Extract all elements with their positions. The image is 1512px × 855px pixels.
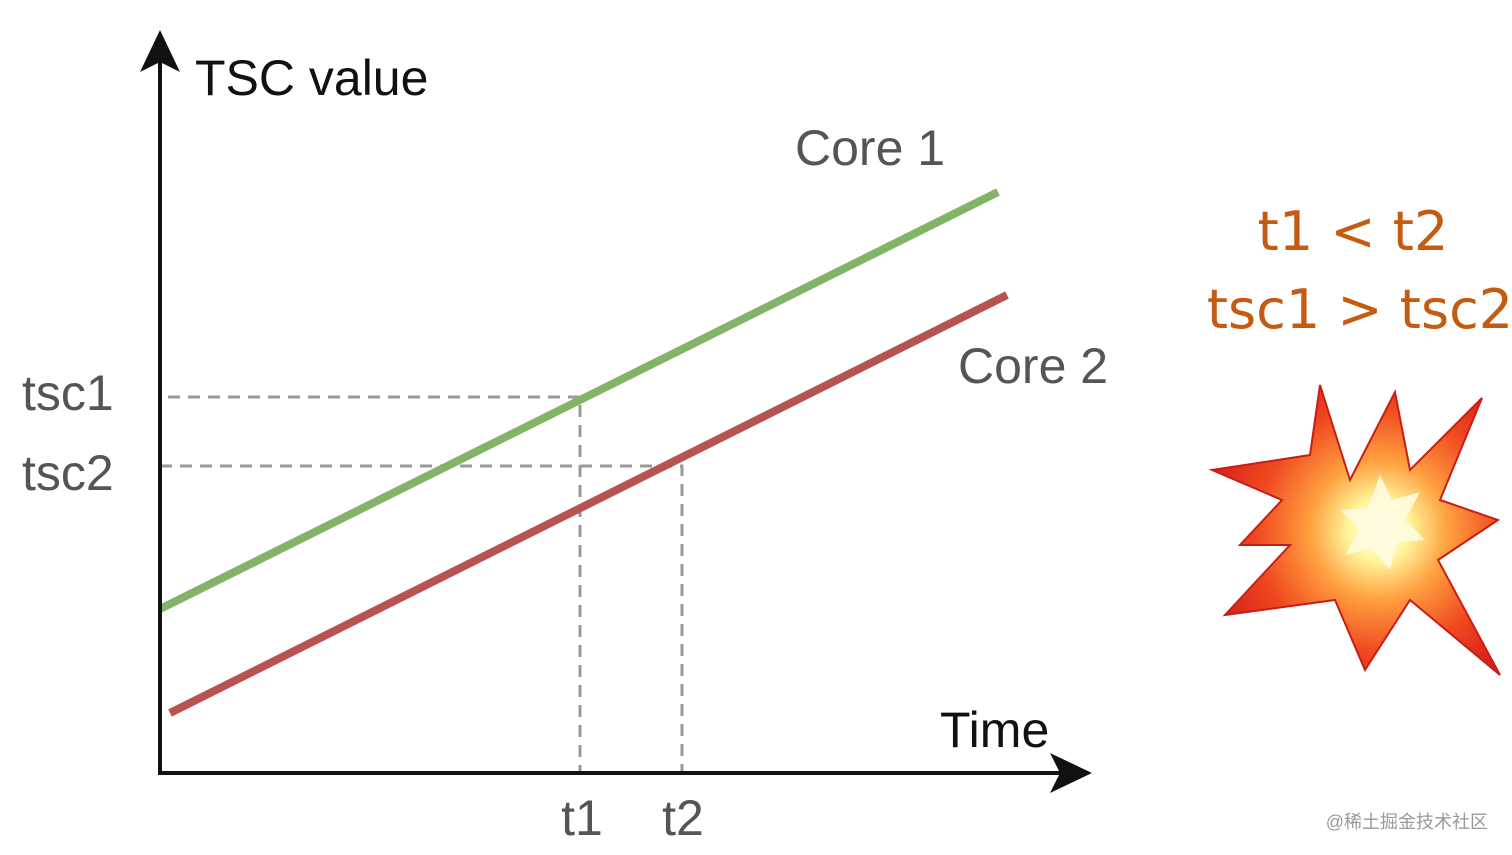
y-axis-arrow	[140, 30, 180, 72]
tsc2-label: tsc2	[22, 445, 114, 501]
note-time: t1 < t2	[1258, 200, 1449, 263]
note-tsc: tsc1 > tsc2	[1207, 278, 1512, 341]
t1-label: t1	[561, 790, 603, 846]
tsc1-label: tsc1	[22, 365, 114, 421]
core2-line	[168, 291, 1009, 717]
t2-label: t2	[662, 790, 704, 846]
y-axis-label: TSC value	[195, 50, 428, 106]
explosion-core	[1340, 475, 1425, 570]
x-axis-arrow	[1050, 753, 1092, 793]
core2-label: Core 2	[958, 338, 1108, 394]
tsc1-guide	[168, 395, 582, 773]
explosion-icon	[1208, 384, 1501, 676]
core1-line	[158, 188, 1000, 613]
tsc2-guide	[160, 464, 684, 773]
watermark: @稀土掘金技术社区	[1326, 812, 1488, 832]
x-axis-label: Time	[940, 702, 1049, 758]
core1-label: Core 1	[795, 120, 945, 176]
